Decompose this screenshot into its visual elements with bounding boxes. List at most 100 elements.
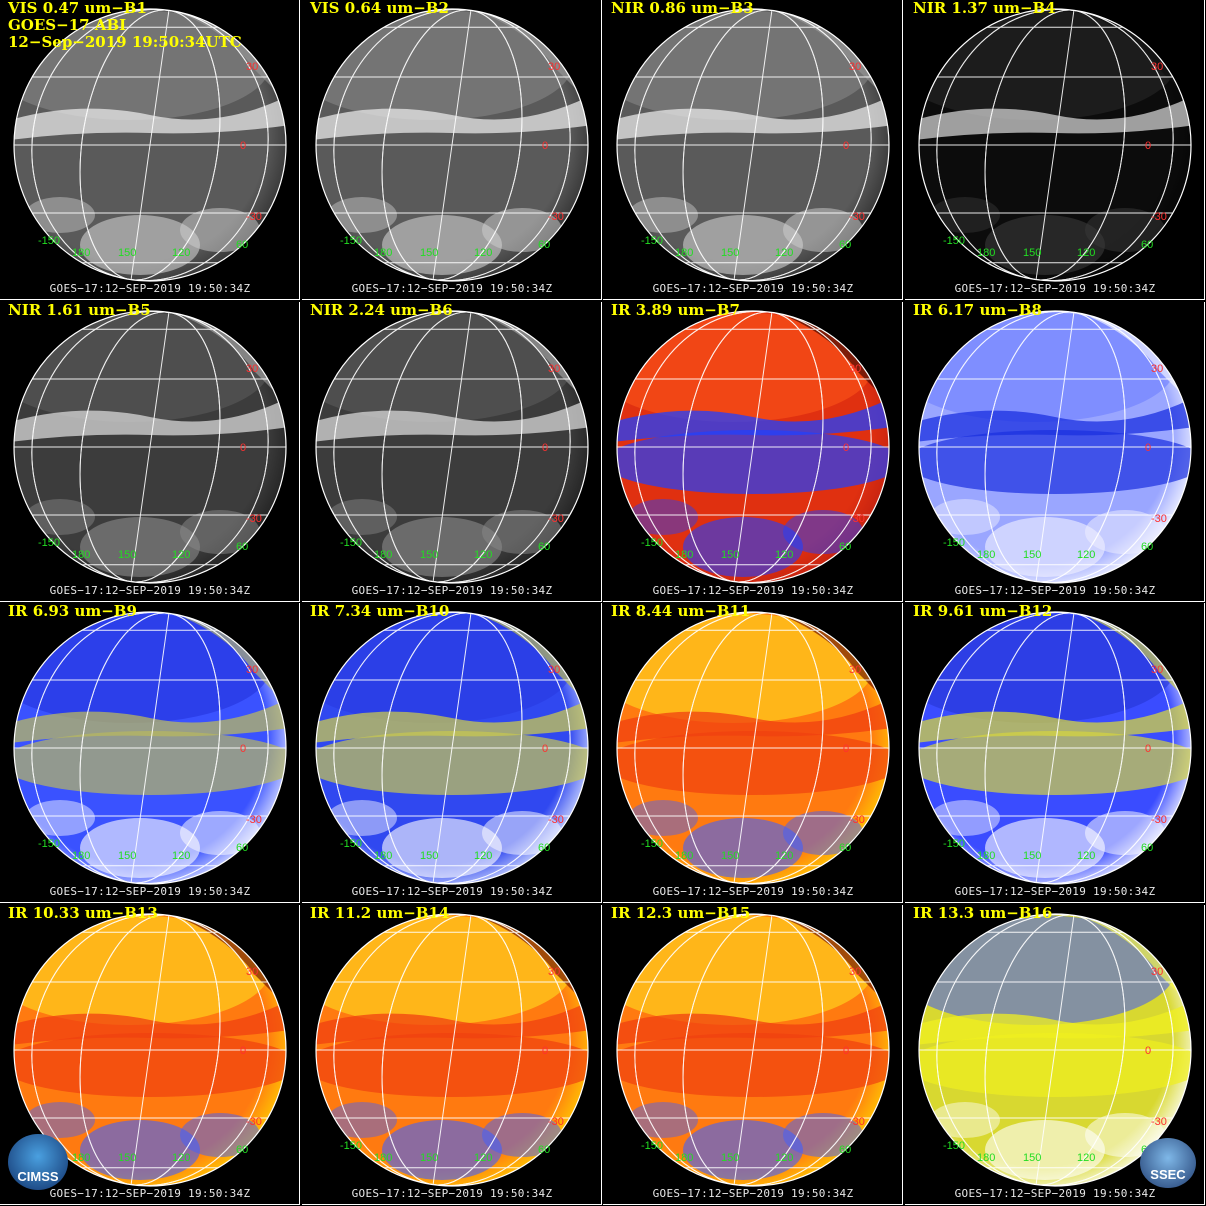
longitude-label: 180: [977, 1152, 995, 1164]
latitude-label: -30: [246, 211, 262, 223]
latitude-label: -30: [849, 1116, 865, 1128]
band-title: IR 7.34 um−B10: [310, 603, 450, 620]
longitude-label: 60: [236, 1144, 248, 1156]
latitude-label: 30: [548, 966, 560, 978]
longitude-label: 180: [72, 247, 90, 259]
longitude-label: 150: [420, 549, 438, 561]
latitude-label: 30: [548, 363, 560, 375]
latitude-label: -30: [548, 513, 564, 525]
latitude-label: -30: [548, 1116, 564, 1128]
latitude-label: -30: [849, 814, 865, 826]
longitude-label: 150: [1023, 1152, 1041, 1164]
latitude-label: -30: [246, 1116, 262, 1128]
longitude-label: 150: [118, 1152, 136, 1164]
longitude-label: -150: [340, 235, 362, 247]
band-title: NIR 1.61 um−B5: [8, 302, 151, 319]
footer-timestamp: GOES−17:12−SEP−2019 19:50:34Z: [954, 1187, 1156, 1200]
band-panel: 30 0 -30 -150 180 150 120 60 VIS 0.64 um−B2 GOES−…: [302, 0, 602, 300]
latitude-label: 0: [843, 743, 849, 755]
band-title: NIR 1.37 um−B4: [913, 0, 1056, 17]
longitude-label: -150: [340, 1140, 362, 1152]
latitude-label: -30: [1151, 513, 1167, 525]
cimss-logo: CIMSS: [8, 1134, 68, 1190]
band-title: NIR 0.86 um−B3: [611, 0, 754, 17]
longitude-label: 120: [172, 1152, 190, 1164]
footer-timestamp: GOES−17:12−SEP−2019 19:50:34Z: [954, 282, 1156, 295]
footer-timestamp: GOES−17:12−SEP−2019 19:50:34Z: [49, 885, 251, 898]
longitude-label: 180: [675, 247, 693, 259]
band-panel: 30 0 -30 -150 180 150 120 60 NIR 1.37 um−B4 GOES−…: [905, 0, 1205, 300]
longitude-label: 180: [72, 549, 90, 561]
latitude-label: -30: [1151, 1116, 1167, 1128]
band-title: IR 12.3 um−B15: [611, 905, 751, 922]
longitude-label: 60: [538, 239, 550, 251]
latitude-label: -30: [246, 513, 262, 525]
longitude-label: -150: [641, 537, 663, 549]
band-title: IR 8.44 um−B11: [611, 603, 751, 620]
longitude-label: -150: [641, 838, 663, 850]
latitude-label: -30: [1151, 211, 1167, 223]
latitude-label: -30: [849, 211, 865, 223]
latitude-label: 0: [1145, 743, 1151, 755]
band-panel: 30 0 -30 -150 180 150 120 60 IR 3.89 um−B7 GOES−1…: [603, 302, 903, 602]
longitude-label: 150: [721, 549, 739, 561]
band-panel: 30 0 -30 -150 180 150 120 60 IR 6.17 um−B8 GOES−1…: [905, 302, 1205, 602]
band-title: NIR 2.24 um−B6: [310, 302, 453, 319]
longitude-label: 60: [538, 541, 550, 553]
latitude-label: 30: [1151, 966, 1163, 978]
timestamp: 12−Sep−2019 19:50:34UTC: [8, 33, 242, 51]
footer-timestamp: GOES−17:12−SEP−2019 19:50:34Z: [954, 584, 1156, 597]
longitude-label: 60: [839, 842, 851, 854]
ssec-logo: SSEC: [1140, 1138, 1196, 1188]
band-panel: 30 0 -30 -150 180 150 120 60 IR 11.2 um−B14 GOES−…: [302, 905, 602, 1205]
latitude-label: 30: [1151, 664, 1163, 676]
band-title: IR 6.17 um−B8: [913, 302, 1042, 319]
satellite-name: GOES−17 ABI: [8, 16, 127, 34]
longitude-label: -150: [340, 537, 362, 549]
longitude-label: 120: [172, 850, 190, 862]
longitude-label: 120: [775, 549, 793, 561]
longitude-label: 120: [474, 247, 492, 259]
latitude-label: -30: [548, 211, 564, 223]
longitude-label: 150: [118, 247, 136, 259]
latitude-label: 0: [1145, 442, 1151, 454]
longitude-label: 180: [675, 850, 693, 862]
band-panel: 30 0 -30 -150 180 150 120 60 NIR 1.61 um−B5 GOES−…: [0, 302, 300, 602]
band-title: IR 9.61 um−B12: [913, 603, 1053, 620]
band-title: IR 11.2 um−B14: [310, 905, 450, 922]
latitude-label: 30: [849, 664, 861, 676]
longitude-label: -150: [943, 235, 965, 247]
latitude-label: 0: [843, 442, 849, 454]
band-panel: 30 0 -30 -150 180 150 120 60 VIS 0.47 um−B1 GOES−…: [0, 0, 300, 300]
longitude-label: 120: [474, 850, 492, 862]
longitude-label: -150: [38, 235, 60, 247]
footer-timestamp: GOES−17:12−SEP−2019 19:50:34Z: [351, 282, 553, 295]
longitude-label: -150: [943, 1140, 965, 1152]
latitude-label: -30: [849, 513, 865, 525]
longitude-label: 180: [374, 850, 392, 862]
longitude-label: 150: [1023, 549, 1041, 561]
longitude-label: 180: [374, 1152, 392, 1164]
latitude-label: 30: [1151, 61, 1163, 73]
latitude-label: -30: [548, 814, 564, 826]
footer-timestamp: GOES−17:12−SEP−2019 19:50:34Z: [652, 282, 854, 295]
longitude-label: 150: [721, 850, 739, 862]
longitude-label: 120: [1077, 1152, 1095, 1164]
longitude-label: -150: [943, 838, 965, 850]
longitude-label: 180: [977, 850, 995, 862]
footer-timestamp: GOES−17:12−SEP−2019 19:50:34Z: [351, 885, 553, 898]
latitude-label: 30: [849, 363, 861, 375]
band-title: IR 13.3 um−B16: [913, 905, 1053, 922]
longitude-label: 120: [172, 549, 190, 561]
footer-timestamp: GOES−17:12−SEP−2019 19:50:34Z: [652, 1187, 854, 1200]
longitude-label: 150: [420, 247, 438, 259]
longitude-label: 150: [721, 1152, 739, 1164]
